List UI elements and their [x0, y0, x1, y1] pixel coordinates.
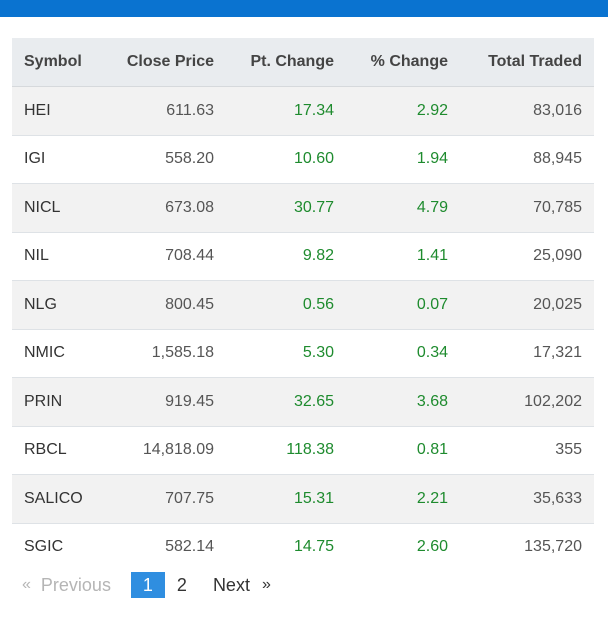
- table-row[interactable]: NICL 673.08 30.77 4.79 70,785: [12, 183, 594, 232]
- column-header-close-price[interactable]: Close Price: [112, 38, 226, 87]
- cell-pct-change: 0.07: [346, 280, 460, 329]
- cell-pt-change: 118.38: [226, 425, 346, 475]
- cell-total-traded: 88,945: [460, 134, 594, 184]
- stock-table-container: Symbol Close Price Pt. Change % Change T…: [12, 38, 594, 571]
- cell-pt-change: 9.82: [226, 231, 346, 281]
- column-header-total-traded[interactable]: Total Traded: [460, 38, 594, 87]
- table-row[interactable]: NMIC 1,585.18 5.30 0.34 17,321: [12, 328, 594, 378]
- table-row[interactable]: HEI 611.63 17.34 2.92 83,016: [12, 86, 594, 135]
- cell-symbol: NIL: [12, 231, 112, 281]
- cell-pct-change: 2.60: [346, 522, 460, 571]
- cell-pt-change: 17.34: [226, 86, 346, 135]
- cell-pct-change: 0.34: [346, 328, 460, 378]
- cell-close-price: 673.08: [112, 183, 226, 232]
- double-chevron-left-icon: «: [22, 576, 31, 593]
- cell-close-price: 708.44: [112, 231, 226, 281]
- double-chevron-right-icon: »: [261, 576, 271, 593]
- table-row[interactable]: RBCL 14,818.09 118.38 0.81 355: [12, 425, 594, 475]
- table-row[interactable]: IGI 558.20 10.60 1.94 88,945: [12, 134, 594, 184]
- column-header-pct-change[interactable]: % Change: [346, 38, 460, 87]
- cell-pct-change: 0.81: [346, 425, 460, 475]
- pagination: « Previous 1 2 Next »: [12, 572, 271, 598]
- cell-symbol: NLG: [12, 280, 112, 329]
- cell-total-traded: 25,090: [460, 231, 594, 281]
- cell-pct-change: 1.41: [346, 231, 460, 281]
- cell-symbol: IGI: [12, 134, 112, 184]
- cell-symbol: NICL: [12, 183, 112, 232]
- cell-total-traded: 17,321: [460, 328, 594, 378]
- cell-close-price: 707.75: [112, 474, 226, 523]
- cell-close-price: 611.63: [112, 86, 226, 135]
- cell-pt-change: 15.31: [226, 474, 346, 523]
- previous-page-button: « Previous: [12, 572, 123, 598]
- cell-pt-change: 5.30: [226, 328, 346, 378]
- table-header: Symbol Close Price Pt. Change % Change T…: [12, 38, 594, 87]
- cell-pct-change: 1.94: [346, 134, 460, 184]
- cell-pt-change: 10.60: [226, 134, 346, 184]
- cell-close-price: 919.45: [112, 377, 226, 426]
- top-header-bar: [0, 0, 608, 17]
- cell-pt-change: 14.75: [226, 522, 346, 571]
- cell-pct-change: 2.21: [346, 474, 460, 523]
- table-row[interactable]: NLG 800.45 0.56 0.07 20,025: [12, 280, 594, 329]
- cell-symbol: PRIN: [12, 377, 112, 426]
- cell-close-price: 800.45: [112, 280, 226, 329]
- table-body: HEI 611.63 17.34 2.92 83,016 IGI 558.20 …: [12, 86, 594, 571]
- cell-total-traded: 135,720: [460, 522, 594, 571]
- table-row[interactable]: SALICO 707.75 15.31 2.21 35,633: [12, 474, 594, 523]
- cell-symbol: HEI: [12, 86, 112, 135]
- previous-label: Previous: [40, 574, 111, 595]
- cell-close-price: 1,585.18: [112, 328, 226, 378]
- cell-close-price: 582.14: [112, 522, 226, 571]
- cell-pt-change: 32.65: [226, 377, 346, 426]
- cell-symbol: SALICO: [12, 474, 112, 523]
- next-label: Next: [212, 574, 250, 595]
- cell-pt-change: 0.56: [226, 280, 346, 329]
- cell-pct-change: 3.68: [346, 377, 460, 426]
- page-button-2[interactable]: 2: [176, 574, 187, 595]
- cell-total-traded: 20,025: [460, 280, 594, 329]
- table-row[interactable]: NIL 708.44 9.82 1.41 25,090: [12, 231, 594, 281]
- cell-total-traded: 102,202: [460, 377, 594, 426]
- cell-pct-change: 2.92: [346, 86, 460, 135]
- cell-total-traded: 70,785: [460, 183, 594, 232]
- column-header-symbol[interactable]: Symbol: [12, 38, 112, 87]
- next-page-button[interactable]: Next »: [199, 572, 271, 598]
- cell-pt-change: 30.77: [226, 183, 346, 232]
- cell-symbol: RBCL: [12, 425, 112, 475]
- stock-table: Symbol Close Price Pt. Change % Change T…: [12, 38, 594, 571]
- cell-total-traded: 83,016: [460, 86, 594, 135]
- page-button-1[interactable]: 1: [130, 572, 165, 598]
- cell-total-traded: 355: [460, 425, 594, 475]
- cell-pct-change: 4.79: [346, 183, 460, 232]
- cell-total-traded: 35,633: [460, 474, 594, 523]
- table-header-row: Symbol Close Price Pt. Change % Change T…: [12, 38, 594, 87]
- cell-close-price: 14,818.09: [112, 425, 226, 475]
- column-header-pt-change[interactable]: Pt. Change: [226, 38, 346, 87]
- table-row[interactable]: PRIN 919.45 32.65 3.68 102,202: [12, 377, 594, 426]
- cell-symbol: NMIC: [12, 328, 112, 378]
- table-row[interactable]: SGIC 582.14 14.75 2.60 135,720: [12, 522, 594, 571]
- cell-symbol: SGIC: [12, 522, 112, 571]
- cell-close-price: 558.20: [112, 134, 226, 184]
